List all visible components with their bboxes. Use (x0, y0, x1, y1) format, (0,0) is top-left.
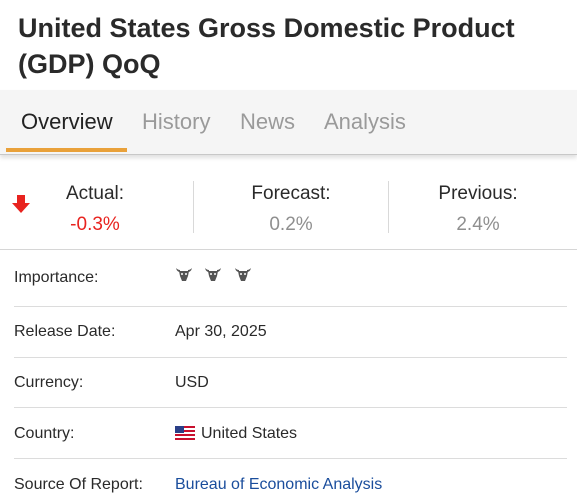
actual-stat: Actual: -0.3% (40, 181, 150, 239)
row-divider (14, 357, 567, 358)
release-date-value: Apr 30, 2025 (175, 323, 267, 340)
us-flag-icon (175, 426, 195, 440)
bull-icon (205, 267, 222, 281)
bull-icon (234, 267, 251, 281)
actual-value: -0.3% (70, 214, 120, 235)
release-date-label: Release Date: (14, 323, 116, 340)
row-divider (14, 407, 567, 408)
bull-icon (176, 267, 192, 281)
previous-value: 2.4% (456, 214, 500, 235)
page-title: United States Gross Domestic Product (GD… (18, 13, 515, 79)
stats-panel: Actual: -0.3% Forecast: 0.2% Previous: 2… (0, 165, 577, 250)
previous-stat: Previous: 2.4% (420, 181, 536, 239)
tab-history[interactable]: History (142, 109, 211, 134)
stat-divider (388, 181, 389, 233)
forecast-label: Forecast: (251, 183, 331, 204)
tab-bar: Overview History News Analysis (0, 90, 577, 155)
forecast-value: 0.2% (269, 214, 313, 235)
down-arrow-icon (12, 195, 30, 213)
active-tab-indicator (6, 148, 127, 152)
country-value-wrap: United States (175, 424, 297, 444)
actual-label: Actual: (65, 183, 125, 204)
row-divider (14, 458, 567, 459)
country-value: United States (201, 425, 298, 442)
importance-rating (175, 264, 259, 284)
previous-label: Previous: (438, 183, 518, 204)
importance-label: Importance: (14, 269, 99, 286)
tab-analysis[interactable]: Analysis (324, 109, 406, 134)
currency-label: Currency: (14, 374, 84, 391)
source-label: Source Of Report: (14, 476, 143, 493)
country-label: Country: (14, 425, 75, 442)
row-divider (14, 306, 567, 307)
tab-overview[interactable]: Overview (21, 109, 113, 134)
currency-value: USD (175, 374, 209, 391)
tab-news[interactable]: News (240, 109, 296, 134)
forecast-stat: Forecast: 0.2% (220, 181, 362, 239)
source-link[interactable]: Bureau of Economic Analysis (175, 476, 383, 493)
stat-divider (193, 181, 194, 233)
